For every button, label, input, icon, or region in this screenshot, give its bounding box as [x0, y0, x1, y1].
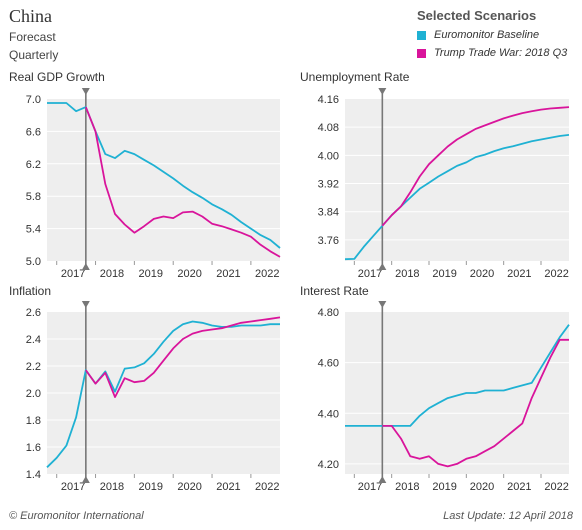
- panel-title-gdp: Real GDP Growth: [9, 70, 105, 84]
- inflation-y-tick-label: 2.6: [26, 307, 41, 319]
- interest-marker-bottom-arrow: [378, 476, 387, 483]
- legend-label-baseline: Euromonitor Baseline: [434, 29, 540, 41]
- gdp-x-tick-label: 2018: [100, 268, 124, 280]
- interest-plot-area: [345, 312, 569, 474]
- interest-trade-war-line: [382, 338, 569, 468]
- unemployment-x-tick-label: 2021: [507, 268, 531, 280]
- legend-item-baseline[interactable]: Euromonitor Baseline: [417, 29, 567, 41]
- gdp-y-tick-label: 7.0: [26, 94, 41, 106]
- inflation-x-tick-label: 2021: [216, 481, 240, 493]
- unemployment-x-tick-label: 2019: [432, 268, 456, 280]
- interest-marker-top-arrow: [378, 301, 387, 308]
- inflation-y-tick-label: 1.4: [26, 469, 41, 481]
- interest-x-tick-label: 2019: [432, 481, 456, 493]
- interest-y-tick-label: 4.20: [318, 459, 339, 471]
- unemployment-x-tick-label: 2017: [358, 268, 382, 280]
- baseline-swatch: [417, 30, 426, 40]
- forecast-label: Forecast: [9, 30, 56, 44]
- interest-x-tick-label: 2017: [358, 481, 382, 493]
- interest-y-tick-label: 4.40: [318, 408, 339, 420]
- gdp-x-tick-label: 2017: [61, 268, 85, 280]
- inflation-y-tick-label: 1.8: [26, 415, 41, 427]
- panel-title-unemployment: Unemployment Rate: [300, 70, 410, 84]
- legend: Selected Scenarios Euromonitor Baseline …: [417, 8, 567, 59]
- unemployment-y-tick-label: 3.92: [318, 179, 339, 191]
- gdp-x-tick-label: 2019: [139, 268, 163, 280]
- inflation-marker-top-arrow: [81, 301, 90, 308]
- gdp-trade-war-line: [84, 106, 281, 258]
- panel-title-inflation: Inflation: [9, 284, 52, 298]
- unemployment-y-tick-label: 3.76: [318, 235, 339, 247]
- legend-item-trade-war[interactable]: Trump Trade War: 2018 Q3: [417, 47, 567, 59]
- inflation-x-tick-label: 2020: [177, 481, 201, 493]
- gdp-y-tick-label: 6.2: [26, 159, 41, 171]
- interest-x-tick-label: 2020: [470, 481, 494, 493]
- interest-y-tick-label: 4.80: [318, 307, 339, 319]
- gdp-plot-area: [47, 99, 280, 261]
- unemployment-marker-bottom-arrow: [378, 263, 387, 270]
- gdp-y-tick-label: 5.4: [26, 224, 41, 236]
- unemployment-y-tick-label: 4.08: [318, 122, 339, 134]
- inflation-x-tick-label: 2019: [139, 481, 163, 493]
- trade-war-swatch: [417, 48, 426, 58]
- interest-y-tick-label: 4.60: [318, 358, 339, 370]
- last-update: Last Update: 12 April 2018: [443, 510, 573, 522]
- gdp-x-tick-label: 2022: [255, 268, 279, 280]
- interest-x-tick-label: 2022: [544, 481, 568, 493]
- unemployment-y-tick-label: 3.84: [318, 207, 339, 219]
- unemployment-trade-war-line: [381, 106, 570, 227]
- unemployment-x-tick-label: 2018: [395, 268, 419, 280]
- gdp-x-tick-label: 2021: [216, 268, 240, 280]
- legend-label-trade-war: Trump Trade War: 2018 Q3: [434, 47, 568, 59]
- legend-title: Selected Scenarios: [417, 8, 537, 23]
- gdp-marker-bottom-arrow: [81, 263, 90, 270]
- gdp-y-tick-label: 5.0: [26, 256, 41, 268]
- gdp-x-tick-label: 2020: [177, 268, 201, 280]
- inflation-trade-war-line: [85, 316, 281, 398]
- inflation-marker-bottom-arrow: [81, 476, 90, 483]
- gdp-marker-top-arrow: [81, 88, 90, 95]
- inflation-y-tick-label: 2.0: [26, 388, 41, 400]
- unemployment-x-tick-label: 2022: [544, 268, 568, 280]
- inflation-x-tick-label: 2017: [61, 481, 85, 493]
- interest-x-tick-label: 2018: [395, 481, 419, 493]
- inflation-x-tick-label: 2022: [255, 481, 279, 493]
- unemployment-x-tick-label: 2020: [470, 268, 494, 280]
- unemployment-y-tick-label: 4.00: [318, 150, 339, 162]
- gdp-y-tick-label: 6.6: [26, 126, 41, 138]
- unemployment-plot-area: [345, 99, 569, 261]
- inflation-y-tick-label: 2.4: [26, 334, 41, 346]
- gdp-y-tick-label: 5.8: [26, 191, 41, 203]
- inflation-x-tick-label: 2018: [100, 481, 124, 493]
- source-credit: © Euromonitor International: [9, 510, 144, 522]
- unemployment-marker-top-arrow: [378, 88, 387, 95]
- panel-title-interest: Interest Rate: [300, 284, 369, 298]
- inflation-y-tick-label: 2.2: [26, 361, 41, 373]
- inflation-y-tick-label: 1.6: [26, 442, 41, 454]
- frequency-label: Quarterly: [9, 48, 59, 62]
- interest-x-tick-label: 2021: [507, 481, 531, 493]
- page-title: China: [9, 6, 52, 26]
- unemployment-y-tick-label: 4.16: [318, 94, 339, 106]
